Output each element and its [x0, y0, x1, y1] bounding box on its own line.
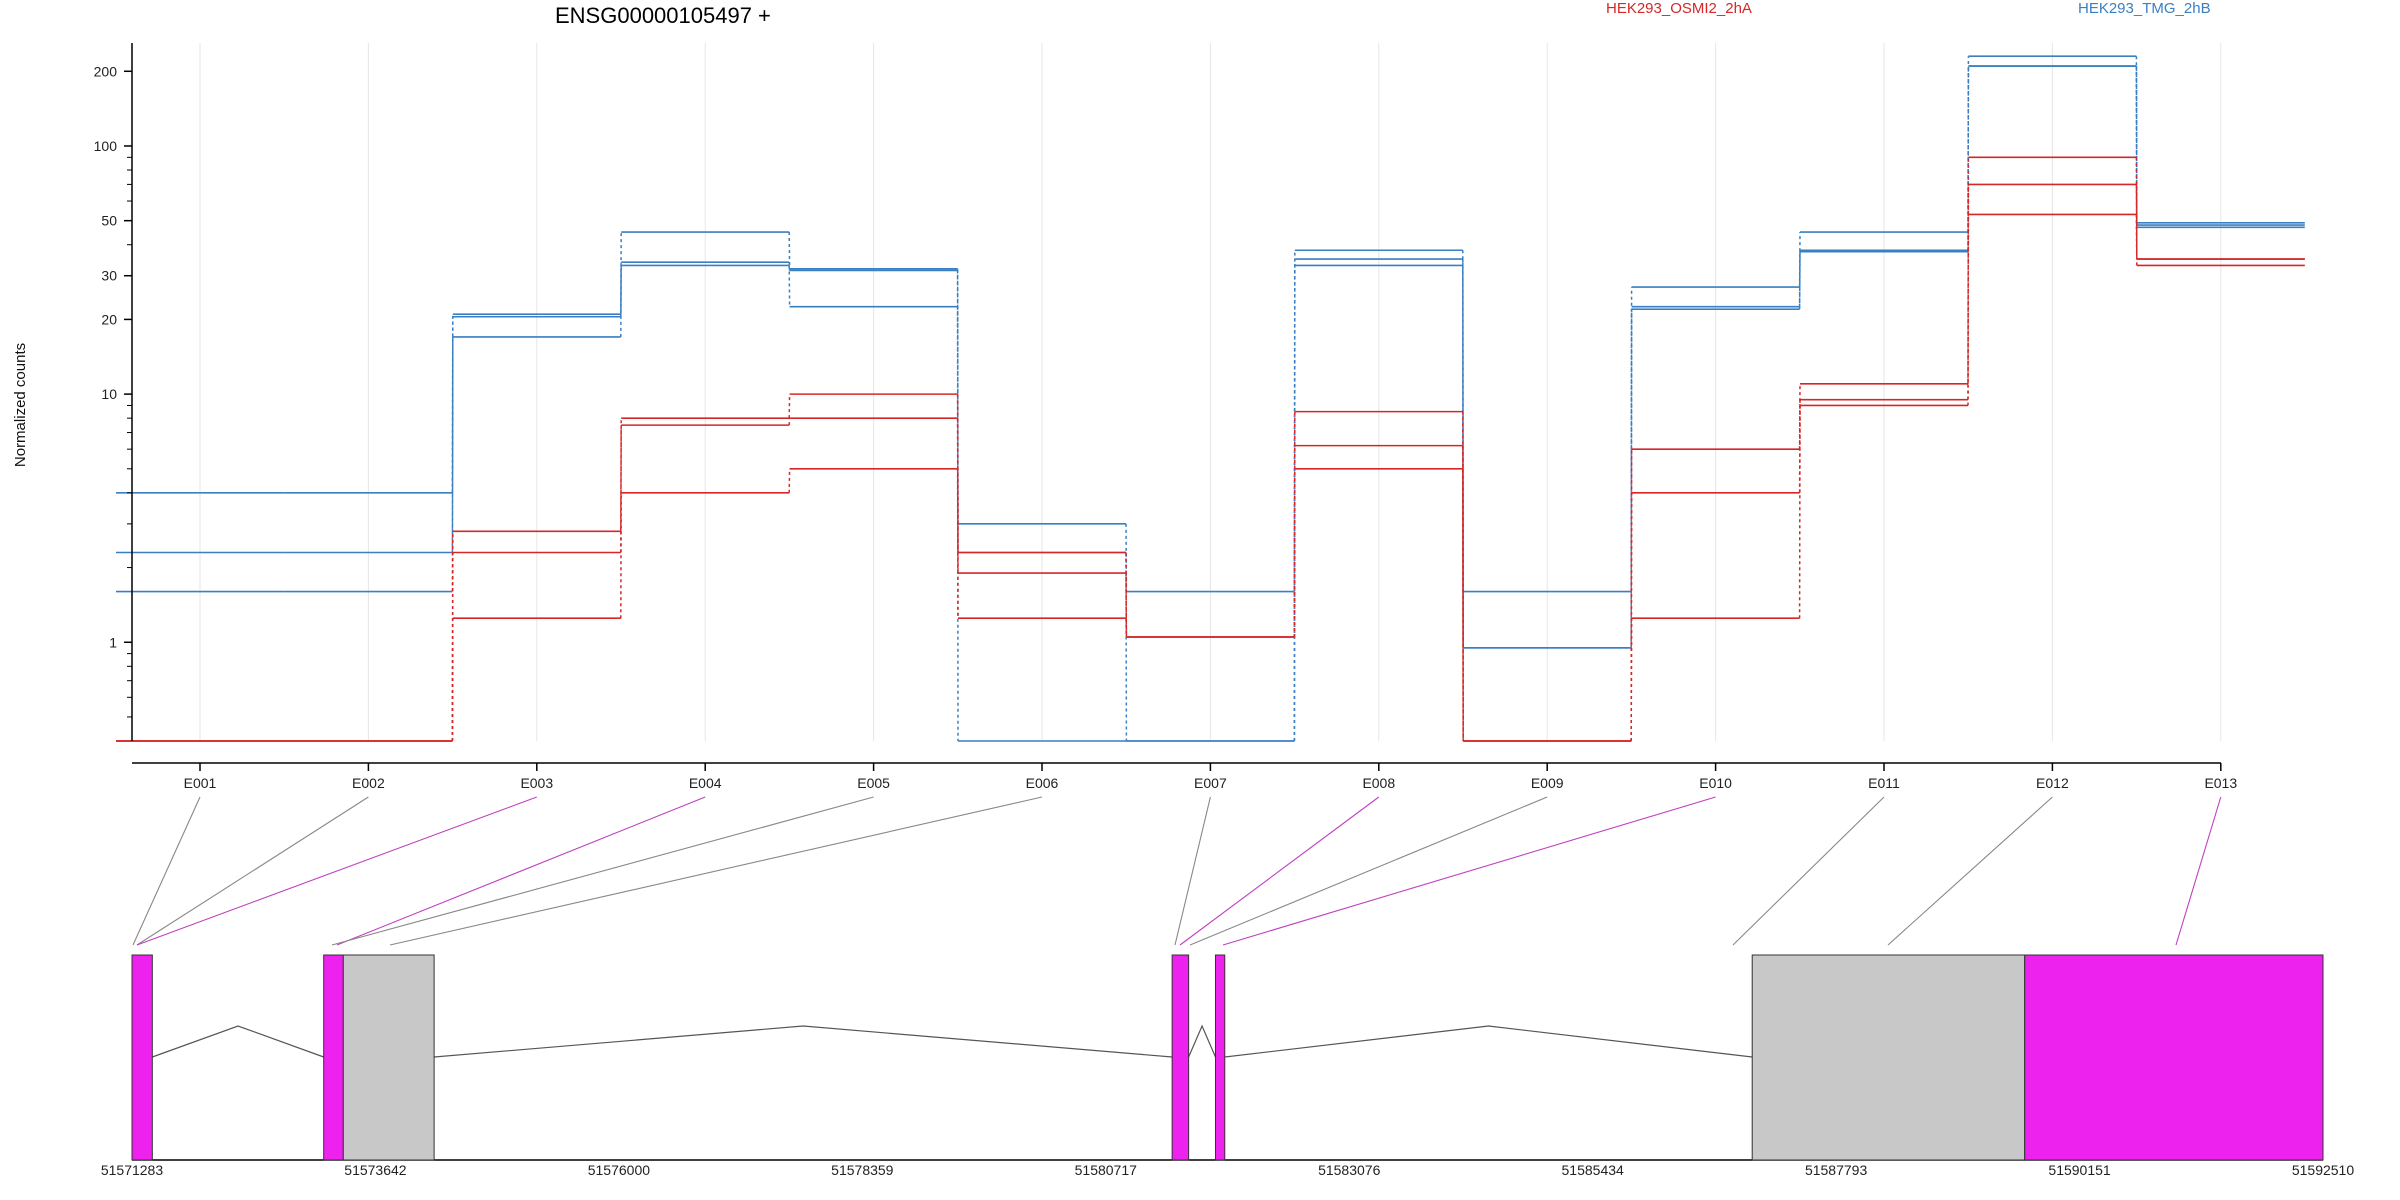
connector-E001: [132, 796, 201, 946]
x-tick-label-E009: E009: [1531, 775, 1564, 791]
exon-block-4: [1214, 954, 1226, 1161]
connector-E004: [336, 796, 706, 946]
connector-E002: [136, 796, 369, 946]
x-tick-label-E006: E006: [1026, 775, 1059, 791]
legend-entry-tmg: HEK293_TMG_2hB: [2078, 0, 2211, 17]
gene-model: 51571283 51573642 51576000 51578359 51580717…: [101, 954, 2355, 1178]
x-tick-label-E007: E007: [1194, 775, 1227, 791]
genome-coord-label: 51590151: [2048, 1162, 2111, 1178]
intron-4: [1224, 1025, 1753, 1058]
genome-coord-label: 51580717: [1075, 1162, 1138, 1178]
connector-E003: [136, 796, 537, 946]
exon-block-6: [2024, 954, 2324, 1161]
intron-0: [152, 1025, 324, 1058]
genome-coord-label: 51576000: [588, 1162, 651, 1178]
genome-coord-label: 51585434: [1562, 1162, 1625, 1178]
x-tick-label-E008: E008: [1362, 775, 1395, 791]
x-tick-label-E013: E013: [2204, 775, 2237, 791]
x-tick-label-E003: E003: [520, 775, 553, 791]
exon-block-3: [1171, 954, 1190, 1161]
y-tick-label-100: 100: [94, 138, 118, 154]
connector-E007: [1174, 796, 1211, 946]
connector-layer: [132, 796, 2222, 946]
x-tick-label-E005: E005: [857, 775, 890, 791]
genome-coord-label: 51583076: [1318, 1162, 1381, 1178]
y-tick-label-20: 20: [101, 311, 117, 327]
x-tick-label-E001: E001: [184, 775, 217, 791]
x-tick-label-E011: E011: [1868, 775, 1900, 791]
axis-layer: E001 E002 E003 E004 E005 E006 E007 E008 E009 E010…: [94, 43, 2237, 791]
y-tick-label-50: 50: [101, 213, 117, 229]
connector-E012: [1887, 796, 2053, 946]
intron-3: [1188, 1024, 1217, 1058]
genome-coord-label: 51592510: [2292, 1162, 2355, 1178]
y-axis-title: Normalized counts: [12, 343, 29, 467]
genome-coord-label: 51578359: [831, 1162, 894, 1178]
connector-E006: [389, 796, 1043, 946]
chart-title: ENSG00000105497 +: [555, 3, 771, 28]
connector-E011: [1732, 796, 1885, 946]
x-tick-label-E012: E012: [2036, 775, 2069, 791]
x-tick-label-E004: E004: [689, 775, 722, 791]
connector-E009: [1189, 796, 1548, 946]
y-tick-label-1: 1: [109, 634, 117, 650]
connector-E010: [1222, 796, 1716, 946]
connector-E005: [331, 796, 874, 946]
exon-block-2: [342, 954, 435, 1161]
connector-E008: [1179, 796, 1380, 946]
series-layer: [116, 55, 2305, 742]
genome-coord-label: 51587793: [1805, 1162, 1868, 1178]
exon-block-0: [131, 954, 153, 1161]
exon-block-5: [1751, 954, 2026, 1161]
grid-layer: [199, 43, 2222, 741]
intron-2: [434, 1025, 1173, 1058]
connector-E013: [2175, 796, 2222, 946]
genome-coord-label: 51571283: [101, 1162, 164, 1178]
x-tick-label-E010: E010: [1699, 775, 1732, 791]
y-tick-label-10: 10: [101, 386, 117, 402]
y-tick-label-30: 30: [101, 268, 117, 284]
y-tick-label-200: 200: [94, 63, 118, 79]
legend-entry-osmi2: HEK293_OSMI2_2hA: [1606, 0, 1752, 17]
genome-coord-label: 51573642: [344, 1162, 407, 1178]
exon-block-1: [323, 954, 344, 1161]
x-tick-label-E002: E002: [352, 775, 385, 791]
